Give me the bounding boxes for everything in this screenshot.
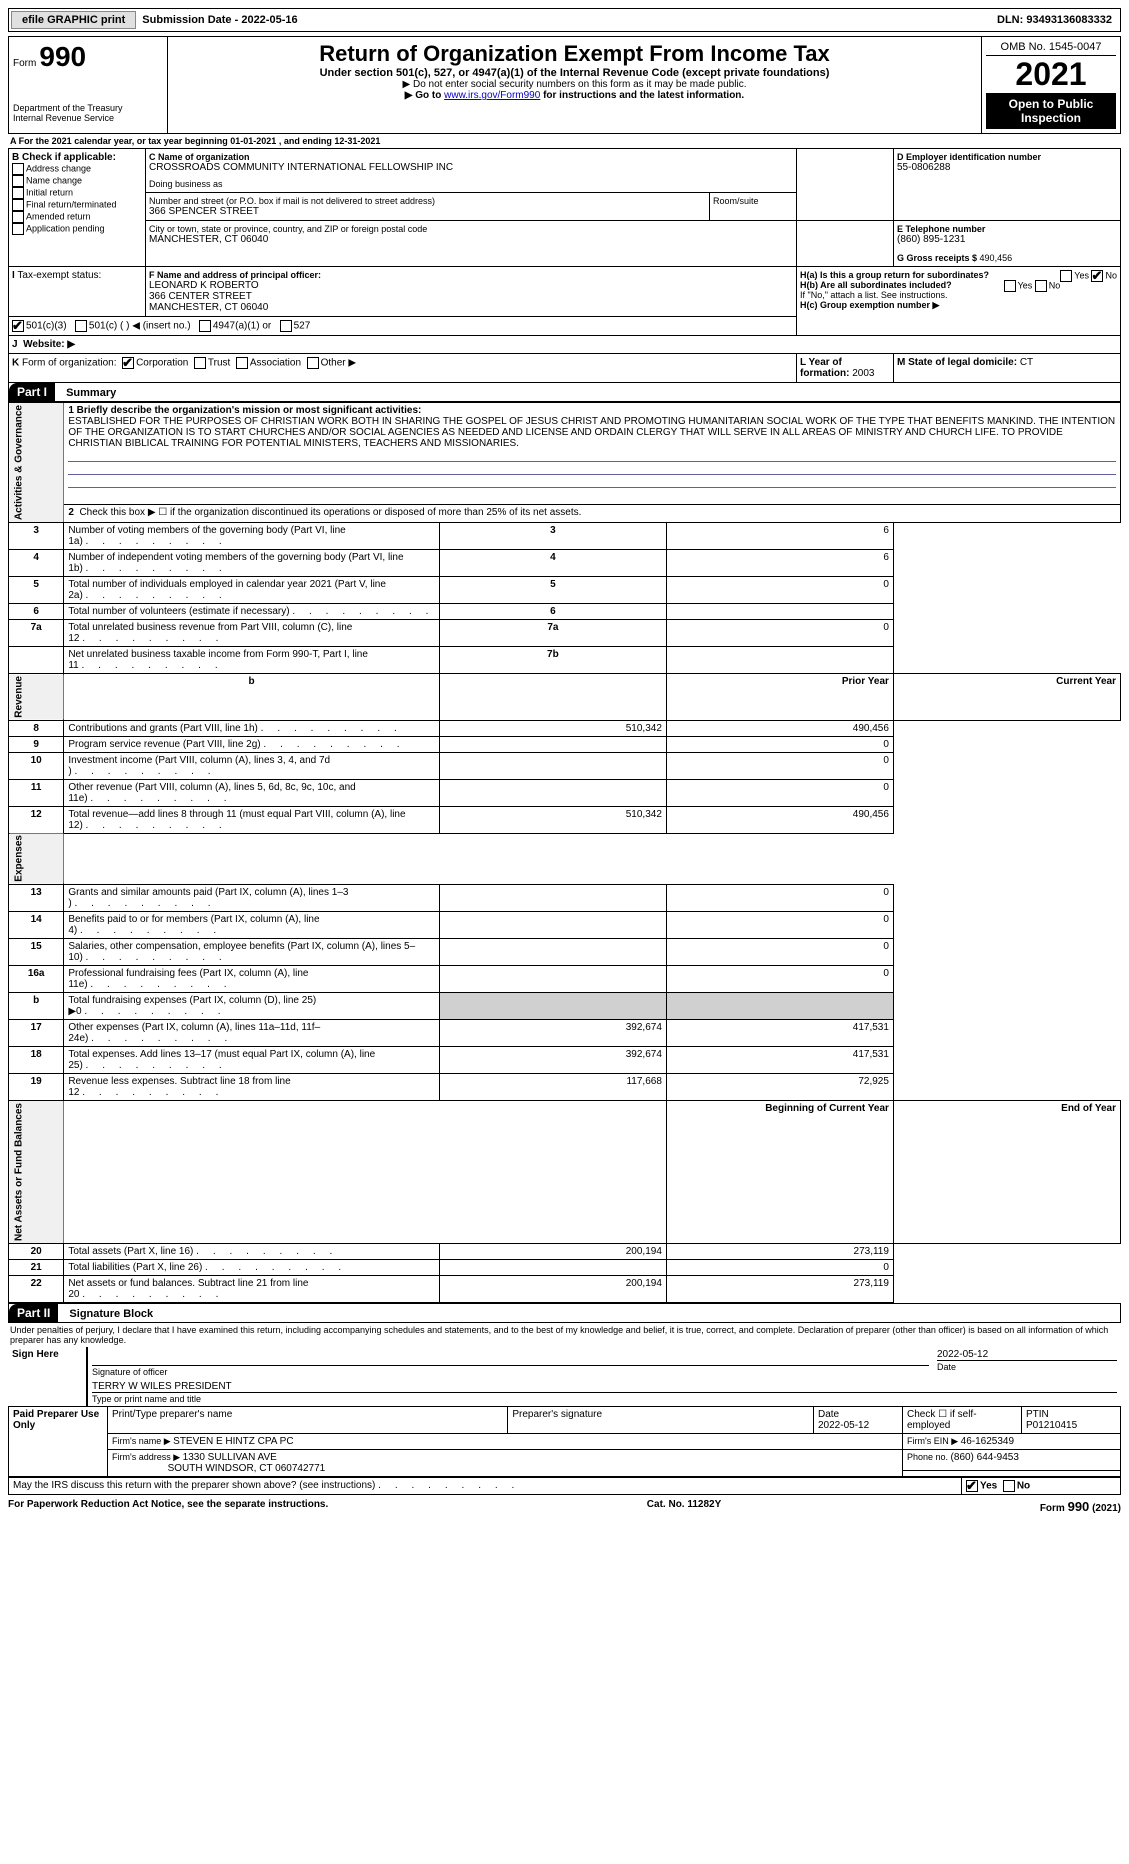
g-gross: G Gross receipts $ 490,456 (897, 253, 1117, 263)
open-public: Open to Public Inspection (986, 93, 1116, 129)
l-year: L Year of formation: 2003 (797, 354, 894, 383)
h-a: H(a) Is this a group return for subordin… (800, 270, 1117, 280)
phone: (860) 895-1231 (897, 234, 1117, 245)
h-c: H(c) Group exemption number ▶ (800, 300, 1117, 311)
ein: 55-0806288 (897, 162, 1117, 173)
b-option: Name change (12, 175, 142, 187)
officer-name: LEONARD K ROBERTO (149, 280, 793, 291)
current-year-header: Current Year (893, 674, 1120, 721)
f-label: F Name and address of principal officer: (149, 270, 793, 280)
section-a: A For the 2021 calendar year, or tax yea… (8, 134, 1121, 148)
c-name-label: C Name of organization (149, 152, 793, 162)
irs-link[interactable]: www.irs.gov/Form990 (444, 90, 540, 101)
instr-ssn: ▶ Do not enter social security numbers o… (172, 79, 977, 90)
part-i-title: Summary (58, 387, 116, 399)
part-i-tab: Part I (9, 383, 55, 401)
prior-year-header: Prior Year (666, 674, 893, 721)
entity-info: B Check if applicable: Address changeNam… (8, 148, 1121, 383)
check-self: Check ☐ if self-employed (903, 1407, 1022, 1434)
signature-block: Sign Here Signature of officer 2022-05-1… (8, 1347, 1121, 1406)
declaration: Under penalties of perjury, I declare th… (8, 1323, 1121, 1347)
city-label: City or town, state or province, country… (149, 224, 793, 234)
end-year-header: End of Year (893, 1101, 1120, 1244)
prep-date: 2022-05-12 (818, 1420, 869, 1431)
b-option: Application pending (12, 223, 142, 235)
form-prefix: Form (13, 58, 36, 69)
type-name-label: Type or print name and title (92, 1392, 1117, 1404)
may-irs-discuss: May the IRS discuss this return with the… (9, 1478, 962, 1495)
part-ii-title: Signature Block (61, 1308, 153, 1320)
i-opts: 501(c)(3) 501(c) ( ) ◀ (insert no.) 4947… (9, 317, 797, 336)
officer-typed-name: TERRY W WILES PRESIDENT (92, 1381, 1117, 1392)
b-option: Final return/terminated (12, 199, 142, 211)
pra-notice: For Paperwork Reduction Act Notice, see … (8, 1499, 328, 1514)
firm-addr2: SOUTH WINDSOR, CT 060742771 (168, 1463, 326, 1474)
instr-link: ▶ Go to www.irs.gov/Form990 for instruct… (172, 90, 977, 101)
vlabel-gov: Activities & Governance (9, 403, 64, 523)
b-label: B Check if applicable: (12, 152, 142, 163)
cat-no: Cat. No. 11282Y (647, 1499, 721, 1514)
b-option: Address change (12, 163, 142, 175)
b-option: Initial return (12, 187, 142, 199)
vlabel-net: Net Assets or Fund Balances (9, 1101, 64, 1244)
mission-text: ESTABLISHED FOR THE PURPOSES OF CHRISTIA… (68, 416, 1115, 449)
form-number: 990 (39, 41, 86, 72)
firm-name: STEVEN E HINTZ CPA PC (173, 1436, 293, 1447)
org-name: CROSSROADS COMMUNITY INTERNATIONAL FELLO… (149, 162, 793, 173)
form-header: Form 990 Department of the Treasury Inte… (8, 36, 1121, 134)
vlabel-exp: Expenses (9, 833, 64, 885)
form-footer: Form 990 (2021) (1040, 1499, 1121, 1514)
city: MANCHESTER, CT 06040 (149, 234, 793, 245)
h-b-note: If "No," attach a list. See instructions… (800, 290, 1117, 300)
topbar: efile GRAPHIC print Submission Date - 20… (8, 8, 1121, 32)
l1-label: 1 Briefly describe the organization's mi… (68, 405, 421, 416)
sig-officer-label: Signature of officer (92, 1365, 929, 1377)
sign-here: Sign Here (8, 1347, 87, 1406)
officer-street: 366 CENTER STREET (149, 291, 793, 302)
j-website: Website: ▶ (23, 339, 75, 350)
prep-sig-h: Preparer's signature (508, 1407, 814, 1434)
street-label: Number and street (or P.O. box if mail i… (149, 196, 706, 206)
e-label: E Telephone number (897, 224, 1117, 234)
d-label: D Employer identification number (897, 152, 1117, 162)
efile-print-button[interactable]: efile GRAPHIC print (11, 11, 136, 29)
dept-treasury: Department of the Treasury Internal Reve… (13, 103, 163, 123)
ptin: P01210415 (1026, 1420, 1077, 1431)
street: 366 SPENCER STREET (149, 206, 706, 217)
i-label: Tax-exempt status: (17, 270, 101, 281)
form-title: Return of Organization Exempt From Incom… (172, 41, 977, 67)
firm-addr1: 1330 SULLIVAN AVE (183, 1452, 277, 1463)
footer: For Paperwork Reduction Act Notice, see … (8, 1499, 1121, 1514)
paid-preparer: Paid Preparer Use Only Print/Type prepar… (8, 1406, 1121, 1477)
paid-preparer-label: Paid Preparer Use Only (9, 1407, 108, 1477)
officer-city: MANCHESTER, CT 06040 (149, 302, 793, 313)
firm-phone: (860) 644-9453 (951, 1452, 1019, 1463)
room-label: Room/suite (713, 196, 793, 206)
part-i-table: Activities & Governance 1 Briefly descri… (8, 402, 1121, 1303)
date-label: Date (937, 1360, 1117, 1372)
sig-date: 2022-05-12 (937, 1349, 1117, 1360)
dba-label: Doing business as (149, 179, 793, 189)
form-subtitle: Under section 501(c), 527, or 4947(a)(1)… (172, 67, 977, 79)
tax-year: 2021 (986, 56, 1116, 93)
submission-date: Submission Date - 2022-05-16 (142, 14, 297, 26)
begin-year-header: Beginning of Current Year (666, 1101, 893, 1244)
l2: Check this box ▶ ☐ if the organization d… (79, 507, 581, 518)
prep-name-h: Print/Type preparer's name (108, 1407, 508, 1434)
m-state: M State of legal domicile: CT (894, 354, 1121, 383)
firm-ein: 46-1625349 (961, 1436, 1014, 1447)
vlabel-rev: Revenue (9, 674, 64, 721)
b-option: Amended return (12, 211, 142, 223)
omb-number: OMB No. 1545-0047 (986, 41, 1116, 56)
k-opts: K Form of organization: Corporation Trus… (9, 354, 797, 383)
dln: DLN: 93493136083332 (997, 14, 1118, 26)
part-ii-tab: Part II (9, 1304, 58, 1322)
